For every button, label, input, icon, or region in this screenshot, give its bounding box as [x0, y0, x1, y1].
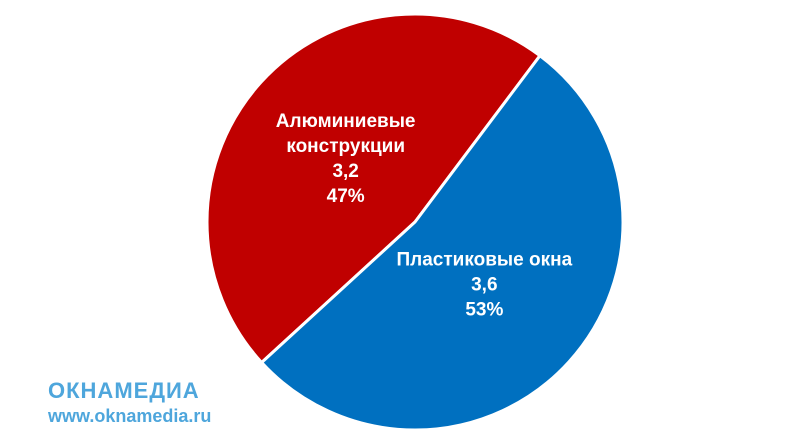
value-label: 3,6	[471, 274, 498, 296]
slice-label: Пластиковые окна 3,6 53%	[364, 247, 604, 322]
percent-label: 47%	[326, 186, 365, 208]
value-label: 3,2	[332, 161, 359, 183]
logo-url: www.oknamedia.ru	[48, 406, 212, 426]
percent-label: 53%	[465, 299, 504, 321]
pie-slice	[205, 12, 543, 365]
pie-slice	[259, 53, 625, 432]
slice-label: Алюминиевые конструкции 3,2 47%	[261, 109, 431, 209]
logo-name: ОКНАМЕДИА	[48, 378, 200, 403]
category-label: Алюминиевые конструкции	[275, 111, 416, 158]
category-label: Пластиковые окна	[396, 249, 573, 271]
logo: ОКНАМЕДИА www.oknamedia.ru	[48, 378, 211, 427]
